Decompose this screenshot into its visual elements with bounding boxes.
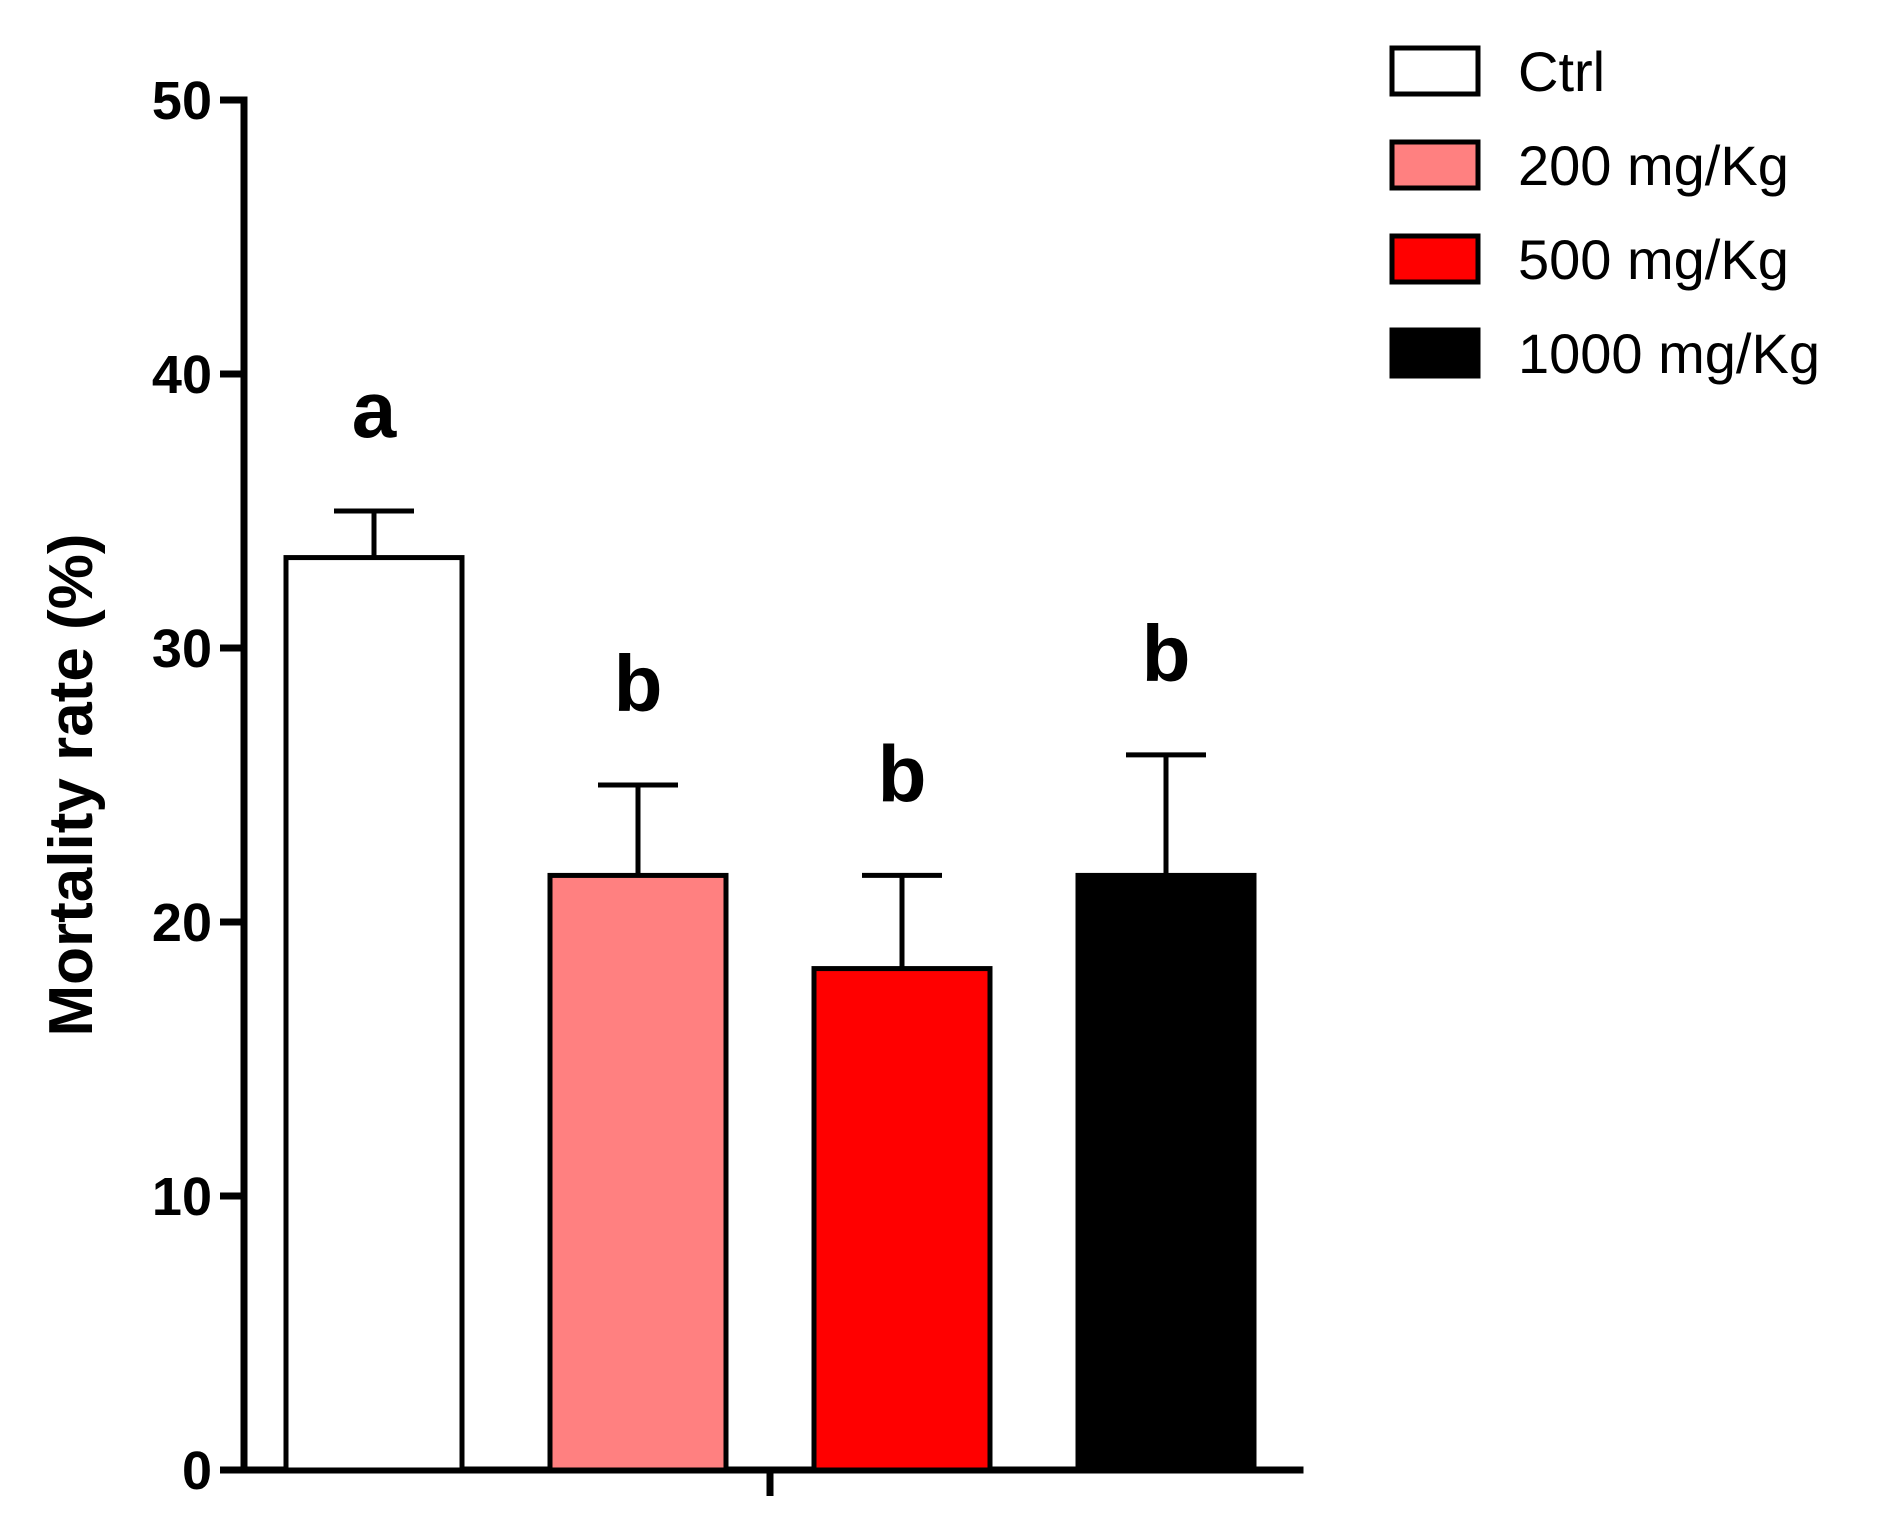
y-tick-label: 10 (152, 1167, 212, 1227)
legend-item: Ctrl (1389, 40, 1605, 103)
y-axis: 0 10 20 30 40 50 (152, 71, 248, 1501)
y-tick-label: 40 (152, 345, 212, 405)
y-tick-label: 20 (152, 893, 212, 953)
significance-label: a (352, 365, 397, 454)
legend-label: 500 mg/Kg (1518, 228, 1789, 291)
legend-label: 200 mg/Kg (1518, 134, 1789, 197)
legend-swatch (1389, 139, 1481, 191)
y-tick-label: 0 (182, 1441, 212, 1501)
legend-item: 500 mg/Kg (1389, 228, 1789, 291)
legend-swatch (1389, 327, 1481, 379)
legend-item: 200 mg/Kg (1389, 134, 1789, 197)
significance-label: b (1142, 609, 1191, 698)
bar-group: b (1075, 609, 1257, 1473)
bar (547, 872, 729, 1473)
bar (811, 966, 993, 1473)
bar-group: b (811, 729, 993, 1473)
y-tick-label: 30 (152, 619, 212, 679)
legend-item: 1000 mg/Kg (1389, 322, 1820, 385)
legend-label: 1000 mg/Kg (1518, 322, 1820, 385)
legend-swatch (1389, 45, 1481, 97)
legend-swatch (1389, 233, 1481, 285)
y-axis-label: Mortality rate (%) (37, 534, 106, 1037)
bar-group: a (283, 365, 465, 1473)
bar-group: b (547, 639, 729, 1473)
x-axis (240, 1466, 1304, 1496)
bar (1075, 872, 1257, 1473)
bar (283, 555, 465, 1473)
legend: Ctrl 200 mg/Kg 500 mg/Kg 1000 mg/Kg (1389, 40, 1820, 385)
significance-label: b (878, 729, 927, 818)
significance-label: b (614, 639, 663, 728)
y-tick-label: 50 (152, 71, 212, 131)
bars: a b b b (283, 365, 1257, 1473)
legend-label: Ctrl (1518, 40, 1605, 103)
